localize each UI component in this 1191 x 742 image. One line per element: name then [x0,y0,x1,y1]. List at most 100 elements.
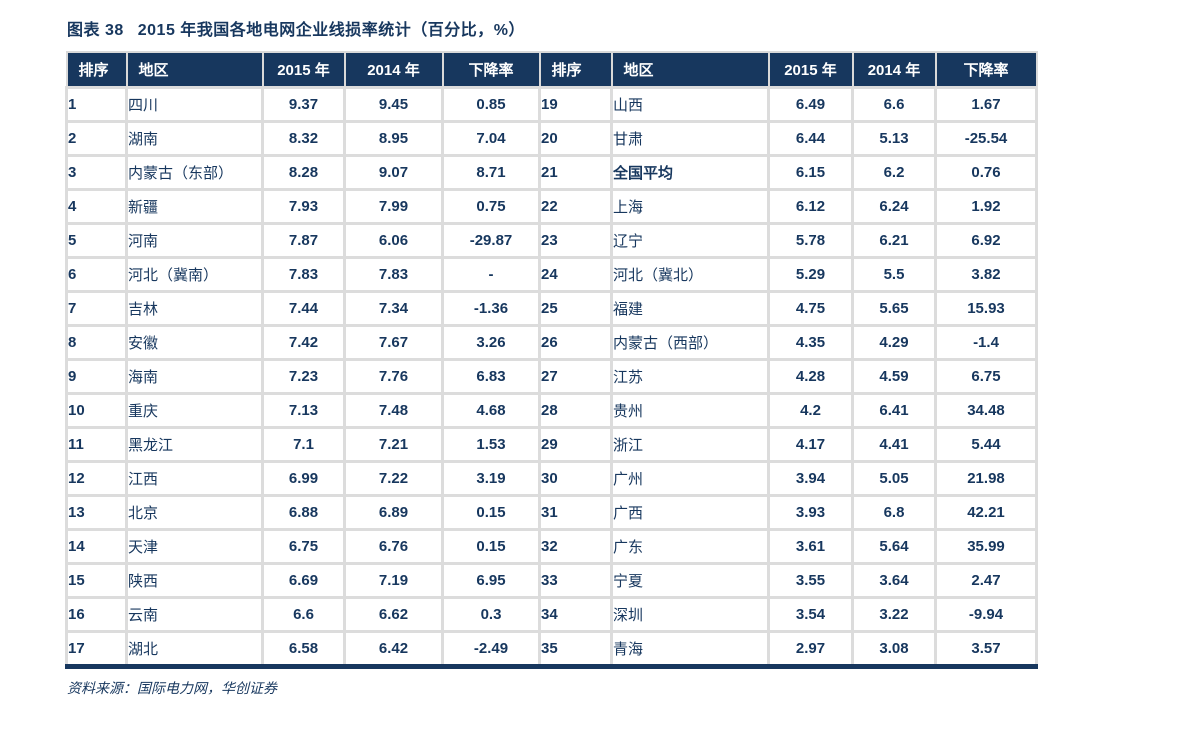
value-2014-cell: 5.05 [851,460,937,497]
region-cell: 贵州 [610,392,770,429]
col-header-2015-right: 2015 年 [767,51,854,89]
decline-rate-cell: -2.49 [441,630,541,668]
decline-rate-cell: 3.57 [934,630,1038,668]
value-2014-cell: 3.08 [851,630,937,668]
value-2015-cell: 4.75 [767,290,854,327]
value-2015-cell: 4.35 [767,324,854,361]
region-cell: 江苏 [610,358,770,395]
value-2015-cell: 6.75 [261,528,346,565]
decline-rate-cell: 35.99 [934,528,1038,565]
value-2015-cell: 8.32 [261,120,346,157]
value-2015-cell: 6.58 [261,630,346,668]
value-2014-cell: 7.21 [343,426,444,463]
value-2014-cell: 6.06 [343,222,444,259]
decline-rate-cell: 5.44 [934,426,1038,463]
value-2015-cell: 4.28 [767,358,854,395]
region-cell: 内蒙古（西部） [610,324,770,361]
value-2015-cell: 6.99 [261,460,346,497]
table-row: 16 云南 6.6 6.62 0.3 34 深圳 3.54 3.22 -9.94 [65,596,1038,633]
value-2015-cell: 7.44 [261,290,346,327]
rank-cell: 24 [538,256,613,293]
region-cell: 内蒙古（东部） [125,154,264,191]
rank-cell: 1 [65,86,128,123]
source-note: 资料来源：国际电力网，华创证券 [67,680,277,696]
value-2015-cell: 6.88 [261,494,346,531]
rank-cell: 16 [65,596,128,633]
decline-rate-cell: 4.68 [441,392,541,429]
rank-cell: 35 [538,630,613,668]
decline-rate-cell: 1.53 [441,426,541,463]
decline-rate-cell: 1.92 [934,188,1038,225]
value-2014-cell: 6.42 [343,630,444,668]
decline-rate-cell: -1.36 [441,290,541,327]
col-header-decline-left: 下降率 [441,51,541,89]
value-2015-cell: 6.44 [767,120,854,157]
decline-rate-cell: 1.67 [934,86,1038,123]
table-row: 1 四川 9.37 9.45 0.85 19 山西 6.49 6.6 1.67 [65,86,1038,123]
rank-cell: 13 [65,494,128,531]
header-row: 排序 地区 2015 年 2014 年 下降率 排序 地区 2015 年 201… [65,51,1038,89]
region-cell: 湖南 [125,120,264,157]
value-2014-cell: 7.83 [343,256,444,293]
value-2014-cell: 6.8 [851,494,937,531]
col-header-region-left: 地区 [125,51,264,89]
value-2014-cell: 5.13 [851,120,937,157]
value-2014-cell: 7.19 [343,562,444,599]
decline-rate-cell: -25.54 [934,120,1038,157]
decline-rate-cell: 0.3 [441,596,541,633]
decline-rate-cell: 3.82 [934,256,1038,293]
decline-rate-cell: 0.76 [934,154,1038,191]
value-2014-cell: 4.59 [851,358,937,395]
decline-rate-cell: 0.75 [441,188,541,225]
value-2015-cell: 7.83 [261,256,346,293]
col-header-2014-right: 2014 年 [851,51,937,89]
region-cell: 江西 [125,460,264,497]
value-2014-cell: 6.2 [851,154,937,191]
region-cell: 广东 [610,528,770,565]
value-2015-cell: 6.69 [261,562,346,599]
value-2014-cell: 6.89 [343,494,444,531]
value-2014-cell: 6.24 [851,188,937,225]
value-2014-cell: 7.67 [343,324,444,361]
table-row: 5 河南 7.87 6.06 -29.87 23 辽宁 5.78 6.21 6.92 [65,222,1038,259]
region-cell: 深圳 [610,596,770,633]
value-2015-cell: 8.28 [261,154,346,191]
table-row: 13 北京 6.88 6.89 0.15 31 广西 3.93 6.8 42.21 [65,494,1038,531]
value-2014-cell: 4.29 [851,324,937,361]
rank-cell: 5 [65,222,128,259]
value-2014-cell: 3.64 [851,562,937,599]
col-header-rank-right: 排序 [538,51,613,89]
value-2015-cell: 3.93 [767,494,854,531]
decline-rate-cell: 0.85 [441,86,541,123]
rank-cell: 34 [538,596,613,633]
rank-cell: 2 [65,120,128,157]
value-2015-cell: 4.2 [767,392,854,429]
value-2015-cell: 3.55 [767,562,854,599]
value-2014-cell: 3.22 [851,596,937,633]
decline-rate-cell: 0.15 [441,528,541,565]
value-2015-cell: 2.97 [767,630,854,668]
decline-rate-cell: 7.04 [441,120,541,157]
rank-cell: 27 [538,358,613,395]
region-cell: 重庆 [125,392,264,429]
rank-cell: 17 [65,630,128,668]
region-cell: 吉林 [125,290,264,327]
value-2015-cell: 3.94 [767,460,854,497]
value-2014-cell: 6.41 [851,392,937,429]
region-cell: 四川 [125,86,264,123]
value-2015-cell: 7.1 [261,426,346,463]
value-2014-cell: 7.22 [343,460,444,497]
value-2015-cell: 9.37 [261,86,346,123]
region-cell: 浙江 [610,426,770,463]
region-cell: 河北（冀北） [610,256,770,293]
rank-cell: 30 [538,460,613,497]
rank-cell: 9 [65,358,128,395]
value-2014-cell: 5.65 [851,290,937,327]
decline-rate-cell: 0.15 [441,494,541,531]
region-cell: 黑龙江 [125,426,264,463]
region-cell: 上海 [610,188,770,225]
value-2015-cell: 7.93 [261,188,346,225]
decline-rate-cell: 3.26 [441,324,541,361]
table-row: 2 湖南 8.32 8.95 7.04 20 甘肃 6.44 5.13 -25.54 [65,120,1038,157]
rank-cell: 22 [538,188,613,225]
